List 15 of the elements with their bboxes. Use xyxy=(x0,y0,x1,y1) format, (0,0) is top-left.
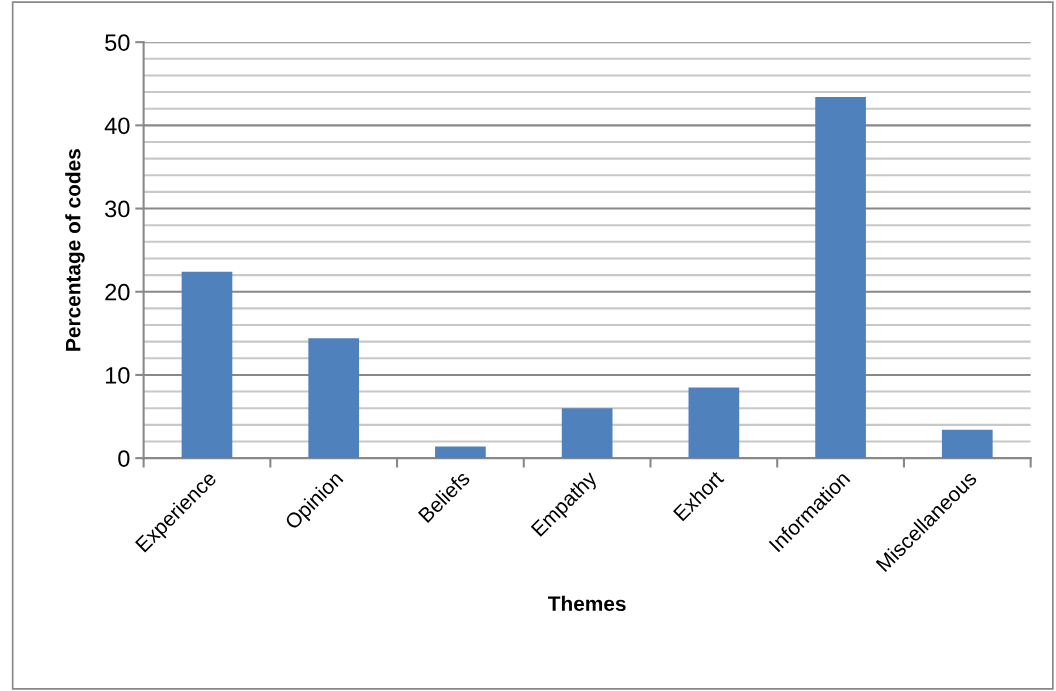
y-tick-label: 20 xyxy=(105,283,130,301)
y-tick-label: 50 xyxy=(105,34,130,51)
y-tick-label: 40 xyxy=(104,117,130,135)
y-tick-label: 30 xyxy=(105,200,130,218)
bar xyxy=(815,97,866,459)
y-tick-label: 0 xyxy=(118,450,130,467)
bar xyxy=(941,429,993,459)
x-axis-title: Themes xyxy=(548,595,626,612)
bar xyxy=(688,387,740,459)
y-tick-label: 10 xyxy=(105,367,130,384)
bar xyxy=(181,271,233,459)
y-axis-title: Percentage of codes xyxy=(65,149,85,351)
bar xyxy=(561,408,613,459)
bar xyxy=(435,446,486,459)
bar xyxy=(308,338,360,459)
